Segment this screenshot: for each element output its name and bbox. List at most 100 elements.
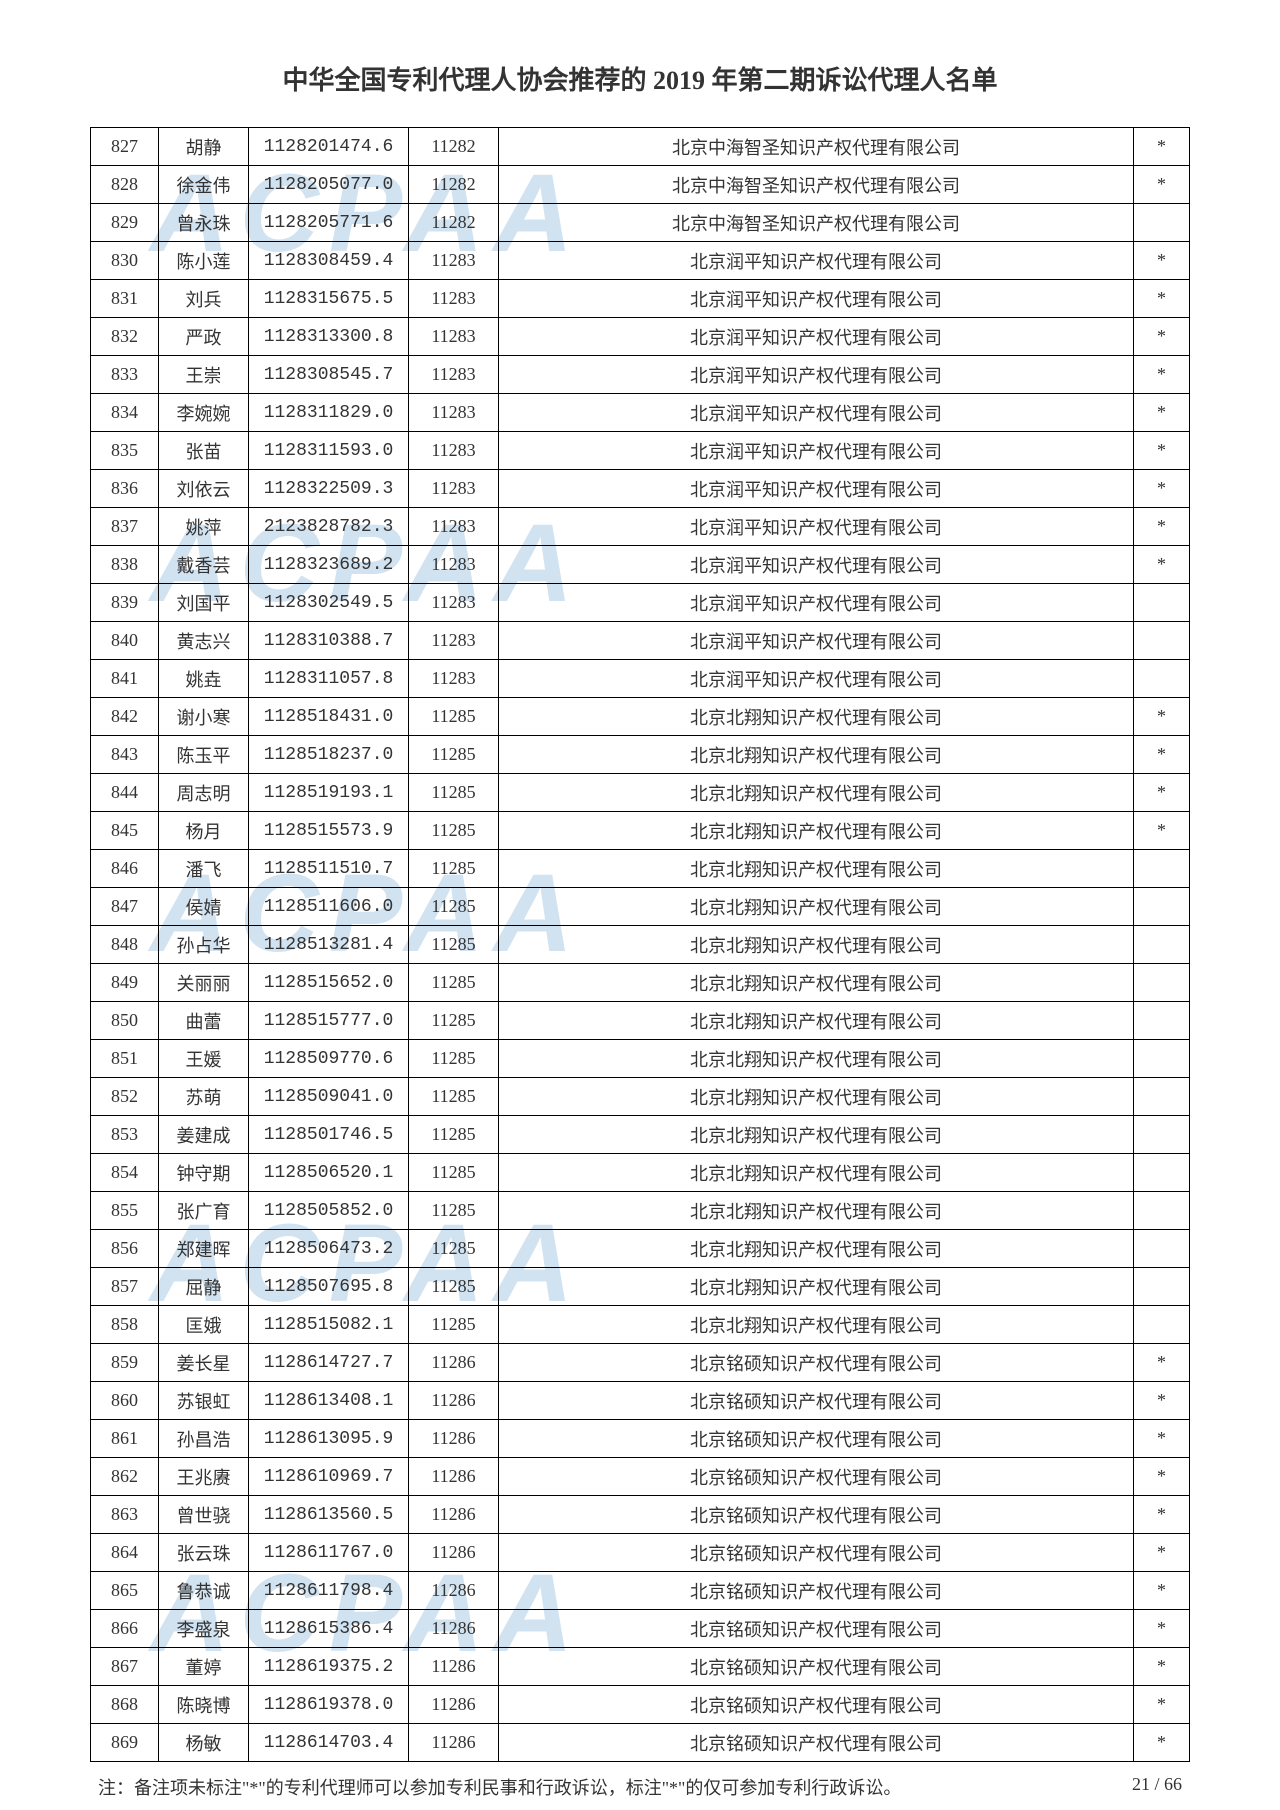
table-cell-company: 北京润平知识产权代理有限公司 bbox=[499, 280, 1134, 318]
table-cell-code: 11286 bbox=[409, 1724, 499, 1762]
table-cell-mark bbox=[1134, 584, 1190, 622]
table-cell-idx: 864 bbox=[91, 1534, 159, 1572]
table-cell-mark: * bbox=[1134, 432, 1190, 470]
table-row: 834李婉婉1128311829.011283北京润平知识产权代理有限公司* bbox=[91, 394, 1190, 432]
table-cell-company: 北京北翔知识产权代理有限公司 bbox=[499, 698, 1134, 736]
table-cell-name: 匡娥 bbox=[159, 1306, 249, 1344]
table-cell-code: 11285 bbox=[409, 698, 499, 736]
table-cell-company: 北京铭硕知识产权代理有限公司 bbox=[499, 1420, 1134, 1458]
table-cell-number: 1128308459.4 bbox=[249, 242, 409, 280]
table-row: 862王兆赓1128610969.711286北京铭硕知识产权代理有限公司* bbox=[91, 1458, 1190, 1496]
table-cell-mark: * bbox=[1134, 774, 1190, 812]
table-cell-company: 北京北翔知识产权代理有限公司 bbox=[499, 1078, 1134, 1116]
table-cell-name: 关丽丽 bbox=[159, 964, 249, 1002]
table-cell-company: 北京北翔知识产权代理有限公司 bbox=[499, 1116, 1134, 1154]
table-cell-mark bbox=[1134, 1078, 1190, 1116]
table-cell-name: 黄志兴 bbox=[159, 622, 249, 660]
table-cell-company: 北京北翔知识产权代理有限公司 bbox=[499, 964, 1134, 1002]
table-cell-idx: 865 bbox=[91, 1572, 159, 1610]
table-cell-name: 屈静 bbox=[159, 1268, 249, 1306]
table-cell-idx: 861 bbox=[91, 1420, 159, 1458]
table-cell-number: 1128506473.2 bbox=[249, 1230, 409, 1268]
table-cell-number: 1128323689.2 bbox=[249, 546, 409, 584]
table-cell-company: 北京润平知识产权代理有限公司 bbox=[499, 242, 1134, 280]
table-cell-mark: * bbox=[1134, 736, 1190, 774]
table-row: 853姜建成1128501746.511285北京北翔知识产权代理有限公司 bbox=[91, 1116, 1190, 1154]
table-cell-company: 北京铭硕知识产权代理有限公司 bbox=[499, 1496, 1134, 1534]
table-cell-idx: 835 bbox=[91, 432, 159, 470]
table-cell-number: 1128302549.5 bbox=[249, 584, 409, 622]
table-cell-mark: * bbox=[1134, 394, 1190, 432]
table-cell-number: 1128311829.0 bbox=[249, 394, 409, 432]
table-cell-mark bbox=[1134, 660, 1190, 698]
table-cell-code: 11285 bbox=[409, 1116, 499, 1154]
table-row: 830陈小莲1128308459.411283北京润平知识产权代理有限公司* bbox=[91, 242, 1190, 280]
table-cell-company: 北京润平知识产权代理有限公司 bbox=[499, 584, 1134, 622]
table-cell-mark: * bbox=[1134, 1686, 1190, 1724]
table-cell-mark: * bbox=[1134, 698, 1190, 736]
table-row: 861孙昌浩1128613095.911286北京铭硕知识产权代理有限公司* bbox=[91, 1420, 1190, 1458]
table-cell-number: 1128507695.8 bbox=[249, 1268, 409, 1306]
table-cell-code: 11285 bbox=[409, 812, 499, 850]
table-cell-code: 11285 bbox=[409, 1192, 499, 1230]
table-cell-company: 北京北翔知识产权代理有限公司 bbox=[499, 888, 1134, 926]
table-cell-idx: 831 bbox=[91, 280, 159, 318]
table-cell-name: 王兆赓 bbox=[159, 1458, 249, 1496]
table-cell-company: 北京润平知识产权代理有限公司 bbox=[499, 622, 1134, 660]
table-row: 857屈静1128507695.811285北京北翔知识产权代理有限公司 bbox=[91, 1268, 1190, 1306]
table-cell-number: 1128313300.8 bbox=[249, 318, 409, 356]
table-row: 855张广育1128505852.011285北京北翔知识产权代理有限公司 bbox=[91, 1192, 1190, 1230]
table-row: 829曾永珠1128205771.611282北京中海智圣知识产权代理有限公司 bbox=[91, 204, 1190, 242]
table-cell-code: 11285 bbox=[409, 736, 499, 774]
table-cell-number: 1128515777.0 bbox=[249, 1002, 409, 1040]
table-cell-idx: 856 bbox=[91, 1230, 159, 1268]
table-cell-name: 曾世骁 bbox=[159, 1496, 249, 1534]
table-row: 842谢小寒1128518431.011285北京北翔知识产权代理有限公司* bbox=[91, 698, 1190, 736]
table-cell-code: 11285 bbox=[409, 774, 499, 812]
table-cell-number: 1128311057.8 bbox=[249, 660, 409, 698]
table-cell-mark: * bbox=[1134, 812, 1190, 850]
table-cell-name: 李盛泉 bbox=[159, 1610, 249, 1648]
table-cell-company: 北京铭硕知识产权代理有限公司 bbox=[499, 1610, 1134, 1648]
table-cell-idx: 858 bbox=[91, 1306, 159, 1344]
table-cell-name: 姚垚 bbox=[159, 660, 249, 698]
table-cell-name: 刘依云 bbox=[159, 470, 249, 508]
table-cell-company: 北京铭硕知识产权代理有限公司 bbox=[499, 1458, 1134, 1496]
table-cell-number: 1128205077.0 bbox=[249, 166, 409, 204]
table-cell-code: 11285 bbox=[409, 1306, 499, 1344]
table-row: 852苏萌1128509041.011285北京北翔知识产权代理有限公司 bbox=[91, 1078, 1190, 1116]
table-cell-name: 董婷 bbox=[159, 1648, 249, 1686]
table-row: 865鲁恭诚1128611798.411286北京铭硕知识产权代理有限公司* bbox=[91, 1572, 1190, 1610]
table-cell-idx: 848 bbox=[91, 926, 159, 964]
table-cell-code: 11282 bbox=[409, 128, 499, 166]
table-cell-company: 北京北翔知识产权代理有限公司 bbox=[499, 736, 1134, 774]
table-cell-name: 陈晓博 bbox=[159, 1686, 249, 1724]
table-cell-company: 北京润平知识产权代理有限公司 bbox=[499, 394, 1134, 432]
table-cell-code: 11286 bbox=[409, 1382, 499, 1420]
table-cell-number: 1128322509.3 bbox=[249, 470, 409, 508]
table-cell-mark: * bbox=[1134, 128, 1190, 166]
table-row: 833王崇1128308545.711283北京润平知识产权代理有限公司* bbox=[91, 356, 1190, 394]
table-cell-number: 1128205771.6 bbox=[249, 204, 409, 242]
table-cell-company: 北京铭硕知识产权代理有限公司 bbox=[499, 1686, 1134, 1724]
table-cell-code: 11286 bbox=[409, 1648, 499, 1686]
table-cell-code: 11283 bbox=[409, 356, 499, 394]
table-cell-number: 1128315675.5 bbox=[249, 280, 409, 318]
table-row: 841姚垚1128311057.811283北京润平知识产权代理有限公司 bbox=[91, 660, 1190, 698]
table-cell-idx: 830 bbox=[91, 242, 159, 280]
table-cell-company: 北京润平知识产权代理有限公司 bbox=[499, 508, 1134, 546]
table-cell-number: 1128511606.0 bbox=[249, 888, 409, 926]
table-cell-mark bbox=[1134, 926, 1190, 964]
table-cell-number: 1128308545.7 bbox=[249, 356, 409, 394]
table-cell-name: 郑建晖 bbox=[159, 1230, 249, 1268]
table-cell-code: 11286 bbox=[409, 1496, 499, 1534]
table-cell-name: 苏萌 bbox=[159, 1078, 249, 1116]
table-cell-idx: 847 bbox=[91, 888, 159, 926]
table-cell-company: 北京铭硕知识产权代理有限公司 bbox=[499, 1382, 1134, 1420]
table-cell-number: 1128611798.4 bbox=[249, 1572, 409, 1610]
table-cell-code: 11285 bbox=[409, 1078, 499, 1116]
table-cell-code: 11285 bbox=[409, 1268, 499, 1306]
table-cell-code: 11285 bbox=[409, 926, 499, 964]
footnote: 注：备注项未标注"*"的专利代理师可以参加专利民事和行政诉讼，标注"*"的仅可参… bbox=[90, 1774, 1190, 1800]
table-cell-number: 1128311593.0 bbox=[249, 432, 409, 470]
